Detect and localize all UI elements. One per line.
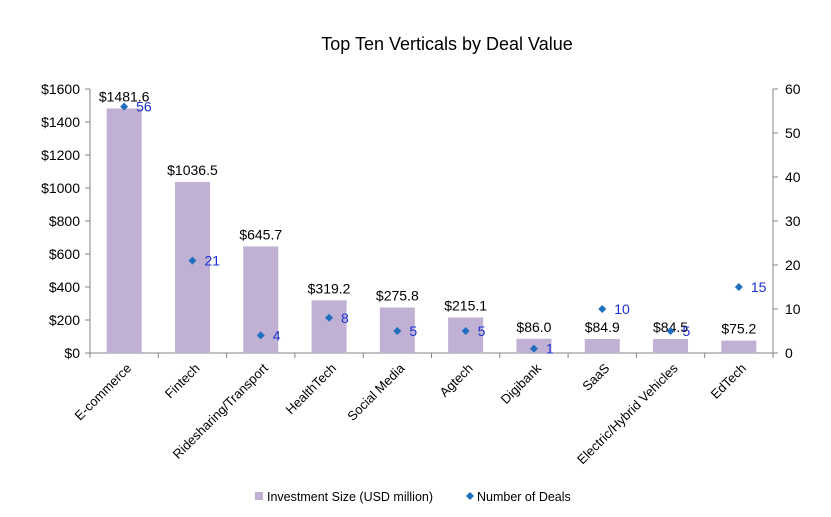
deals-point (393, 327, 402, 335)
deals-point (325, 313, 334, 322)
deals-point-label: 5 (683, 323, 691, 339)
deals-point (529, 344, 538, 353)
bar-series: $1481.6 $1036.5 $645.7 $319.2 $275.8 $215.1 $8… (99, 89, 757, 353)
left-tick-label: $0 (64, 345, 80, 361)
left-tick-label: $600 (49, 246, 80, 262)
deals-series: 56 21 4 8 5 5 1 10 5 15 (120, 99, 767, 357)
deals-point-label: 8 (341, 310, 349, 326)
deals-point-label: 56 (136, 99, 152, 115)
investment-bar-label: $275.8 (376, 287, 419, 303)
deals-point (598, 305, 607, 313)
deals-point-label: 1 (546, 341, 554, 357)
investment-bar-label: $84.5 (653, 319, 688, 335)
deals-point (188, 256, 197, 265)
deals-point-label: 10 (614, 301, 630, 317)
deals-point (666, 327, 675, 335)
investment-bar-label: $645.7 (239, 226, 282, 242)
left-tick-label: $1400 (41, 114, 80, 130)
right-y-axis: 0 10 20 30 40 50 60 (772, 81, 801, 361)
x-category-label: HealthTech (283, 361, 340, 418)
investment-bar (311, 300, 347, 353)
x-category-label: Digibank (498, 360, 545, 407)
x-category-label: SaaS (579, 360, 612, 393)
x-category-label: E-commerce (72, 361, 135, 424)
left-tick-label: $1600 (41, 81, 80, 97)
investment-bar (653, 339, 689, 353)
investment-bar (106, 108, 142, 353)
right-tick-label: 40 (785, 169, 801, 185)
left-tick-label: $1000 (41, 180, 80, 196)
legend-marker-deals (466, 492, 474, 500)
legend-swatch-investment (255, 492, 263, 500)
investment-bar (448, 317, 484, 353)
right-tick-label: 50 (785, 125, 801, 141)
legend: Investment Size (USD million) Number of … (255, 490, 571, 504)
investment-bar (174, 181, 210, 353)
left-tick-label: $400 (49, 279, 80, 295)
investment-bar (721, 340, 757, 353)
chart-title: Top Ten Verticals by Deal Value (321, 34, 572, 54)
x-category-label: Fintech (162, 361, 203, 402)
investment-bar-label: $1036.5 (167, 162, 218, 178)
deals-point-label: 5 (478, 323, 486, 339)
investment-bar-label: $319.2 (308, 280, 351, 296)
investment-bar (584, 338, 620, 353)
deals-point (734, 283, 743, 291)
right-tick-label: 20 (785, 257, 801, 273)
left-tick-label: $800 (49, 213, 80, 229)
deals-point (461, 327, 470, 335)
deals-point-label: 21 (204, 253, 220, 269)
deals-point-label: 15 (751, 279, 767, 295)
x-category-label: EdTech (708, 361, 749, 402)
legend-label-deals: Number of Deals (477, 490, 571, 504)
deals-point-label: 5 (409, 323, 417, 339)
deals-point (256, 331, 265, 340)
investment-bar-label: $1481.6 (99, 89, 150, 105)
legend-label-investment: Investment Size (USD million) (267, 490, 433, 504)
x-category-label: Agtech (437, 361, 476, 400)
deals-point-label: 4 (273, 327, 281, 343)
left-tick-label: $1200 (41, 147, 80, 163)
left-tick-label: $200 (49, 312, 80, 328)
x-category-label: Social Media (344, 360, 408, 424)
left-y-axis: $0 $200 $400 $600 $800 $1000 $1200 $1400 $1600 (41, 81, 91, 361)
deals-point (120, 102, 129, 111)
investment-bar-label: $86.0 (516, 319, 551, 335)
right-tick-label: 0 (785, 345, 793, 361)
right-tick-label: 10 (785, 301, 801, 317)
investment-bar-label: $84.9 (585, 319, 620, 335)
right-tick-label: 30 (785, 213, 801, 229)
investment-bar-label: $75.2 (721, 321, 756, 337)
right-tick-label: 60 (785, 81, 801, 97)
investment-bar-label: $215.1 (444, 298, 487, 314)
